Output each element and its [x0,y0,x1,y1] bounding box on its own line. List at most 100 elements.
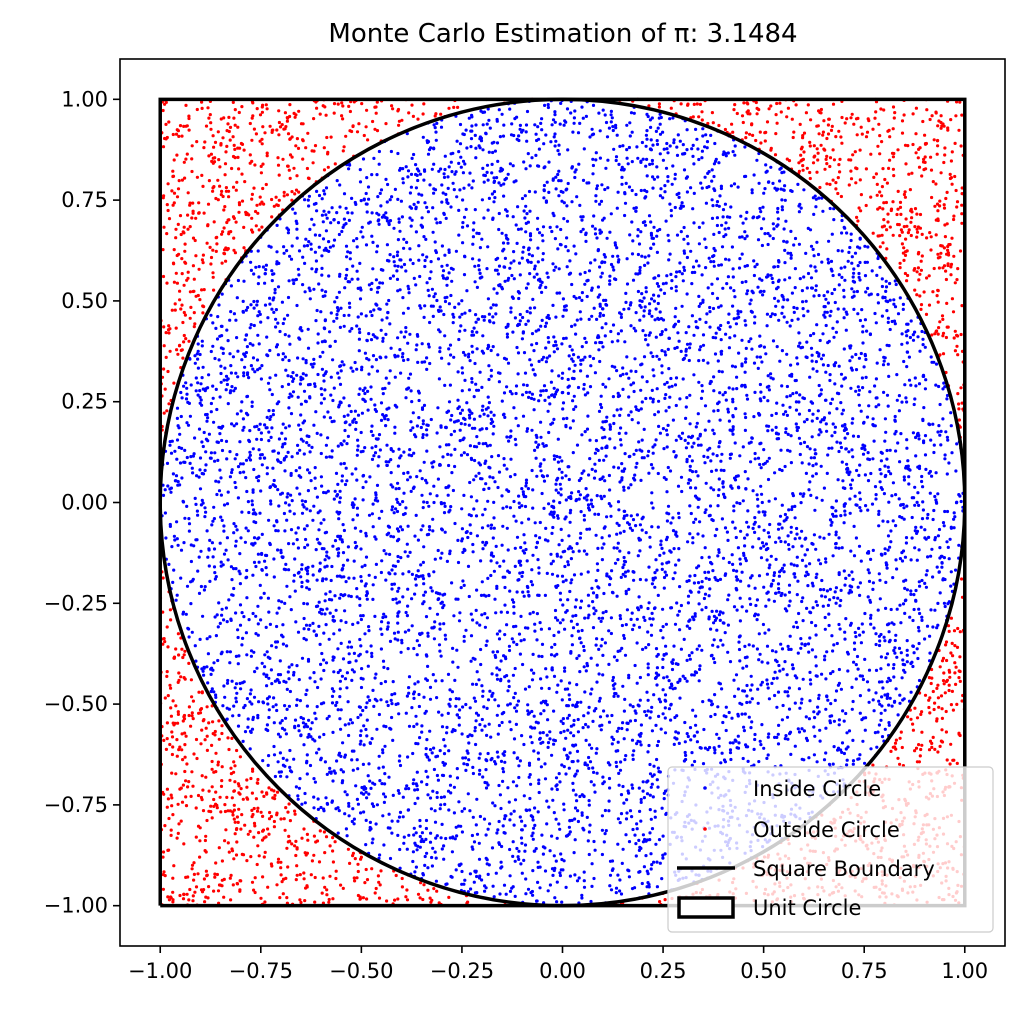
inside-point [755,598,760,602]
inside-point [779,539,783,544]
inside-point [179,390,183,395]
inside-point [582,513,586,518]
inside-point [635,742,639,746]
inside-point [612,694,616,699]
inside-point [270,644,274,648]
inside-point [430,855,434,860]
inside-point [765,644,770,648]
inside-point [646,630,650,634]
inside-point [691,143,695,147]
inside-point [497,470,502,474]
inside-point [468,171,472,175]
inside-point [281,358,285,362]
inside-point [496,704,501,708]
inside-point [595,494,599,498]
inside-point [764,604,768,608]
inside-point [682,168,687,172]
inside-point [592,876,596,881]
inside-point [496,353,500,357]
inside-point [642,615,646,620]
inside-point [398,229,402,233]
inside-point [622,529,626,534]
inside-point [842,316,846,320]
inside-point [871,417,875,421]
inside-point [475,435,479,439]
inside-point [374,822,378,826]
inside-point [397,486,401,491]
inside-point [630,220,634,224]
inside-point [395,253,399,258]
inside-point [280,431,284,435]
inside-point [235,336,239,340]
inside-point [379,356,383,360]
inside-point [934,362,939,366]
inside-point [510,637,514,641]
inside-point [588,354,592,358]
inside-point [729,757,733,762]
inside-point [426,288,430,292]
inside-point [496,454,501,458]
inside-point [210,541,214,545]
inside-point [581,227,585,231]
inside-point [234,318,238,322]
inside-point [661,834,665,838]
inside-point [387,298,391,303]
inside-point [272,696,276,700]
inside-point [224,374,229,378]
inside-point [582,665,586,669]
inside-point [723,526,728,530]
inside-point [524,130,528,134]
inside-point [911,664,915,669]
inside-point [416,569,420,573]
inside-point [944,430,948,434]
inside-point [420,730,424,734]
inside-point [560,763,564,767]
inside-point [824,751,828,755]
inside-point [421,873,425,877]
inside-point [909,592,913,597]
inside-point [800,727,804,731]
inside-point [863,244,867,248]
inside-point [327,210,331,214]
inside-point [750,347,754,351]
inside-point [211,519,215,523]
inside-point [560,574,565,578]
inside-point [629,111,634,115]
inside-point [182,541,186,545]
inside-point [322,397,326,401]
inside-point [545,474,550,478]
inside-point [384,615,388,619]
inside-point [308,623,312,628]
inside-point [226,558,230,562]
inside-point [335,295,339,300]
inside-point [313,680,317,684]
inside-point [576,629,581,633]
inside-point [661,607,665,611]
inside-point [447,165,451,169]
inside-point [685,396,689,400]
inside-point [287,406,291,410]
inside-point [462,807,467,811]
inside-point [397,815,402,819]
inside-point [425,481,429,485]
inside-point [183,448,187,452]
inside-point [592,839,596,844]
inside-point [300,563,304,567]
inside-point [260,532,264,537]
inside-point [219,426,223,430]
inside-point [538,231,542,235]
inside-point [786,644,790,649]
inside-point [412,646,416,651]
inside-point [633,357,637,361]
inside-point [536,246,540,250]
inside-point [423,258,427,263]
inside-point [829,401,833,406]
inside-point [486,208,490,212]
inside-point [460,312,464,316]
inside-point [646,261,650,265]
inside-point [305,704,309,708]
inside-point [491,345,495,349]
inside-point [322,209,326,213]
inside-point [502,883,507,887]
inside-point [333,539,338,543]
